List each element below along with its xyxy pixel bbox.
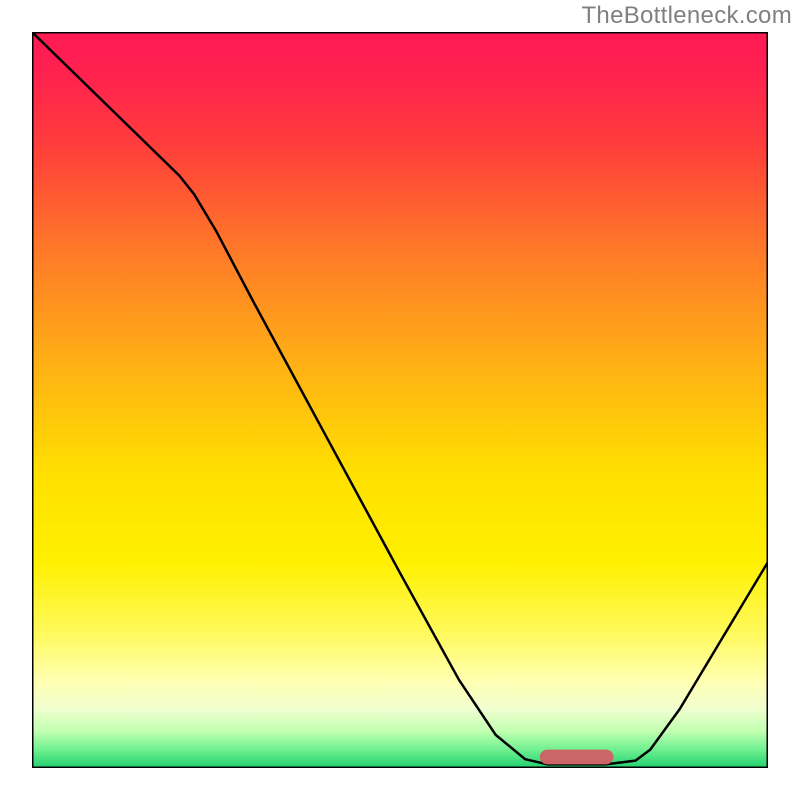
watermark-text: TheBottleneck.com <box>581 2 792 30</box>
bottleneck-chart <box>32 32 768 768</box>
optimal-range-marker <box>540 750 614 765</box>
chart-background <box>32 32 768 768</box>
chart-container: TheBottleneck.com <box>0 0 800 800</box>
